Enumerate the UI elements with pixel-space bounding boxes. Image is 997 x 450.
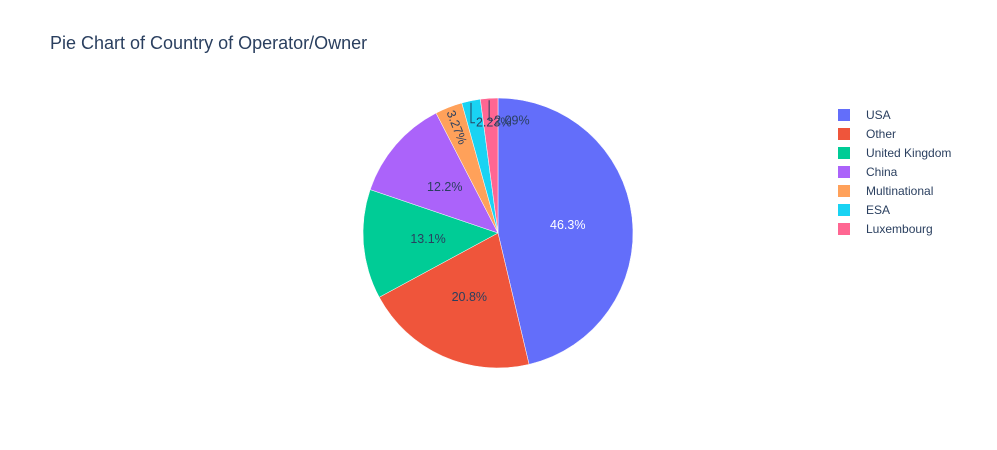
leader-line-esa: [470, 102, 475, 124]
chart-legend: USA Other United Kingdom China Multinational…: [838, 105, 951, 238]
pie-slice-usa[interactable]: [497, 97, 634, 365]
legend-item-united-kingdom[interactable]: United Kingdom: [838, 143, 951, 162]
pie-slice-luxembourg[interactable]: [480, 97, 499, 234]
legend-swatch-multinational: [838, 184, 850, 197]
legend-swatch-other: [838, 127, 850, 140]
pie-slice-united-kingdom[interactable]: [362, 189, 499, 298]
legend-label-multinational: Multinational: [866, 183, 934, 198]
legend-swatch-usa: [838, 108, 850, 121]
pie-slice-other[interactable]: [378, 232, 530, 369]
pie-slice-china[interactable]: [369, 112, 499, 234]
slice-label-china: 12.2%: [427, 180, 462, 194]
legend-item-multinational[interactable]: Multinational: [838, 181, 951, 200]
legend-swatch-luxembourg: [838, 222, 850, 235]
legend-label-luxembourg: Luxembourg: [866, 221, 933, 236]
legend-swatch-china: [838, 165, 850, 178]
slice-label-luxembourg: 2.09%: [494, 113, 529, 127]
legend-label-usa: USA: [866, 107, 891, 122]
slice-label-other: 20.8%: [452, 290, 487, 304]
legend-item-usa[interactable]: USA: [838, 105, 951, 124]
legend-swatch-esa: [838, 203, 850, 216]
slice-label-esa: 2.23%: [476, 116, 511, 130]
legend-item-esa[interactable]: ESA: [838, 200, 951, 219]
legend-label-china: China: [866, 164, 898, 179]
legend-label-other: Other: [866, 126, 897, 141]
slice-label-united-kingdom: 13.1%: [410, 232, 445, 246]
legend-swatch-united-kingdom: [838, 146, 850, 159]
legend-item-other[interactable]: Other: [838, 124, 951, 143]
legend-item-luxembourg[interactable]: Luxembourg: [838, 219, 951, 238]
chart-title: Pie Chart of Country of Operator/Owner: [50, 33, 368, 53]
leader-line-luxembourg: [488, 100, 494, 121]
legend-label-united-kingdom: United Kingdom: [866, 145, 952, 160]
legend-item-china[interactable]: China: [838, 162, 951, 181]
legend-label-esa: ESA: [866, 202, 891, 217]
slice-label-usa: 46.3%: [550, 218, 585, 232]
